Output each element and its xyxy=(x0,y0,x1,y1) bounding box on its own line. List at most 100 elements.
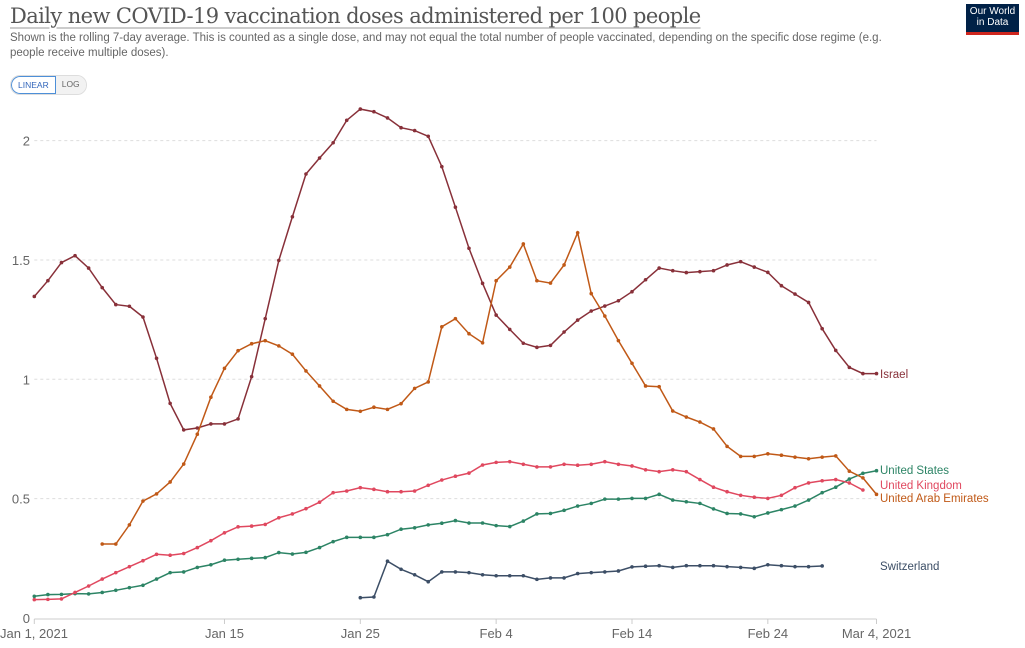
data-point xyxy=(263,555,268,560)
data-point xyxy=(358,595,363,600)
data-point xyxy=(399,527,403,532)
data-point xyxy=(820,490,824,495)
data-point xyxy=(494,460,498,465)
data-point xyxy=(480,340,485,345)
data-point xyxy=(752,265,757,269)
data-point xyxy=(277,258,281,263)
data-point xyxy=(725,564,729,569)
data-point xyxy=(331,490,335,495)
data-point xyxy=(290,214,295,219)
data-point xyxy=(698,477,702,482)
log-scale-button[interactable]: LOG xyxy=(55,76,86,94)
data-point xyxy=(616,569,621,573)
data-point xyxy=(684,469,689,474)
data-point xyxy=(603,304,607,308)
owid-logo[interactable]: Our World in Data xyxy=(966,4,1019,35)
data-point xyxy=(86,592,91,596)
data-point xyxy=(277,515,281,520)
data-point xyxy=(236,525,240,529)
data-point xyxy=(806,564,811,569)
data-point xyxy=(32,597,37,602)
data-point xyxy=(711,563,716,568)
data-point xyxy=(304,506,308,511)
data-point xyxy=(168,570,172,575)
data-point xyxy=(548,511,553,516)
data-point xyxy=(562,508,566,513)
data-point xyxy=(698,420,702,424)
data-point xyxy=(847,481,852,485)
data-point xyxy=(847,365,852,370)
data-point xyxy=(793,564,797,569)
data-point xyxy=(440,478,444,482)
data-point xyxy=(317,500,322,505)
data-point xyxy=(209,562,213,567)
data-point xyxy=(507,459,512,464)
data-point xyxy=(833,477,838,482)
data-point xyxy=(725,511,729,516)
data-point xyxy=(412,128,417,133)
data-point xyxy=(59,592,64,597)
data-point xyxy=(684,563,689,568)
data-point xyxy=(548,465,553,469)
data-point xyxy=(861,471,865,476)
data-point xyxy=(154,492,159,496)
data-point xyxy=(154,356,159,361)
scale-toggle[interactable]: LINEAR LOG xyxy=(10,75,87,95)
series-label: United Kingdom xyxy=(880,480,962,492)
data-point xyxy=(453,570,458,574)
data-point xyxy=(779,283,784,288)
data-point xyxy=(521,519,526,523)
data-point xyxy=(507,265,512,269)
data-point xyxy=(141,315,145,319)
data-point xyxy=(467,331,471,336)
data-point xyxy=(725,444,729,449)
data-point xyxy=(222,558,227,563)
data-point xyxy=(453,474,458,479)
data-point xyxy=(766,496,770,501)
linear-scale-button[interactable]: LINEAR xyxy=(11,76,56,94)
data-point xyxy=(181,428,186,432)
data-point xyxy=(222,366,227,371)
data-point xyxy=(575,463,580,468)
data-point xyxy=(467,471,471,475)
data-point xyxy=(236,557,240,562)
data-point xyxy=(793,485,797,490)
data-point xyxy=(752,495,757,500)
data-point xyxy=(874,468,879,473)
data-point xyxy=(168,480,172,484)
data-point xyxy=(344,118,349,123)
data-point xyxy=(589,501,594,506)
data-point xyxy=(603,497,607,501)
data-point xyxy=(73,590,77,595)
data-point xyxy=(46,592,50,597)
series-line-united-arab-emirates xyxy=(102,230,878,545)
data-point xyxy=(440,164,444,169)
data-point xyxy=(412,489,417,493)
data-point xyxy=(833,348,838,353)
data-point xyxy=(643,496,648,501)
data-point xyxy=(195,426,200,430)
data-point xyxy=(100,577,105,581)
data-point xyxy=(616,462,621,467)
data-point xyxy=(630,496,634,501)
series-line-israel xyxy=(33,108,877,431)
data-point xyxy=(399,401,403,406)
data-point xyxy=(236,348,240,353)
data-point xyxy=(249,341,254,346)
data-point xyxy=(399,125,403,130)
data-point xyxy=(548,576,553,580)
data-point xyxy=(412,525,417,530)
data-point xyxy=(833,485,838,489)
data-point xyxy=(86,584,91,588)
data-point xyxy=(209,395,213,400)
data-point xyxy=(46,597,50,602)
data-point xyxy=(670,565,675,570)
data-point xyxy=(195,432,200,437)
data-point xyxy=(331,140,335,145)
data-point xyxy=(32,294,37,299)
data-point xyxy=(670,467,675,472)
data-point xyxy=(589,462,594,467)
data-point xyxy=(453,205,458,209)
series-label: Switzerland xyxy=(880,561,939,573)
data-point xyxy=(114,302,118,307)
